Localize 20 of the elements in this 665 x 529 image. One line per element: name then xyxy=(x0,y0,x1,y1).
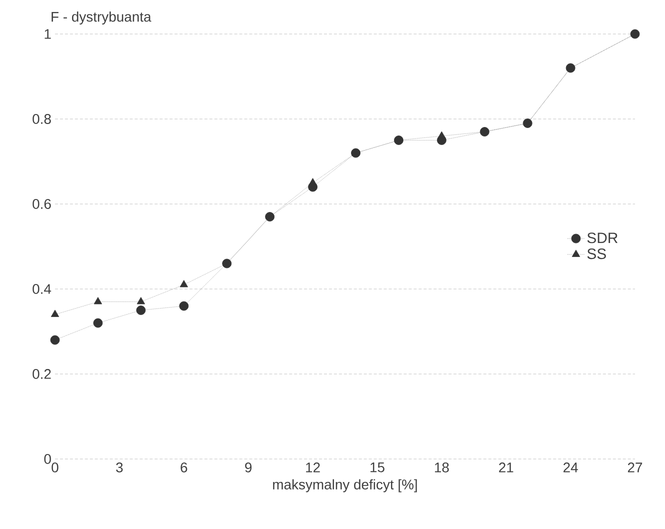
y-tick-label: 1 xyxy=(44,29,51,39)
x-tick-label: 9 xyxy=(245,462,252,472)
y-tick-label: 0.6 xyxy=(32,199,51,209)
y-tick-label: 0 xyxy=(44,454,51,464)
x-tick-label: 24 xyxy=(564,462,578,472)
x-tick-label: 6 xyxy=(180,462,188,472)
x-axis-title: maksymalny deficyt [%] xyxy=(273,479,417,492)
x-tick-label: 21 xyxy=(499,462,514,472)
x-tick-label: 27 xyxy=(628,462,642,472)
legend-label: SS xyxy=(587,248,606,260)
x-tick-label: 3 xyxy=(116,462,123,472)
x-tick-label: 15 xyxy=(370,462,384,472)
legend-label: SDR xyxy=(587,232,618,244)
x-tick-label: 12 xyxy=(306,462,320,472)
x-tick-label: 0 xyxy=(52,462,58,472)
y-tick-label: 0.2 xyxy=(32,369,51,379)
x-tick-label: 18 xyxy=(434,462,449,472)
y-tick-label: 0.8 xyxy=(32,114,51,124)
y-axis-title: F - dystrybuanta xyxy=(52,11,152,24)
y-tick-label: 0.4 xyxy=(32,284,52,294)
